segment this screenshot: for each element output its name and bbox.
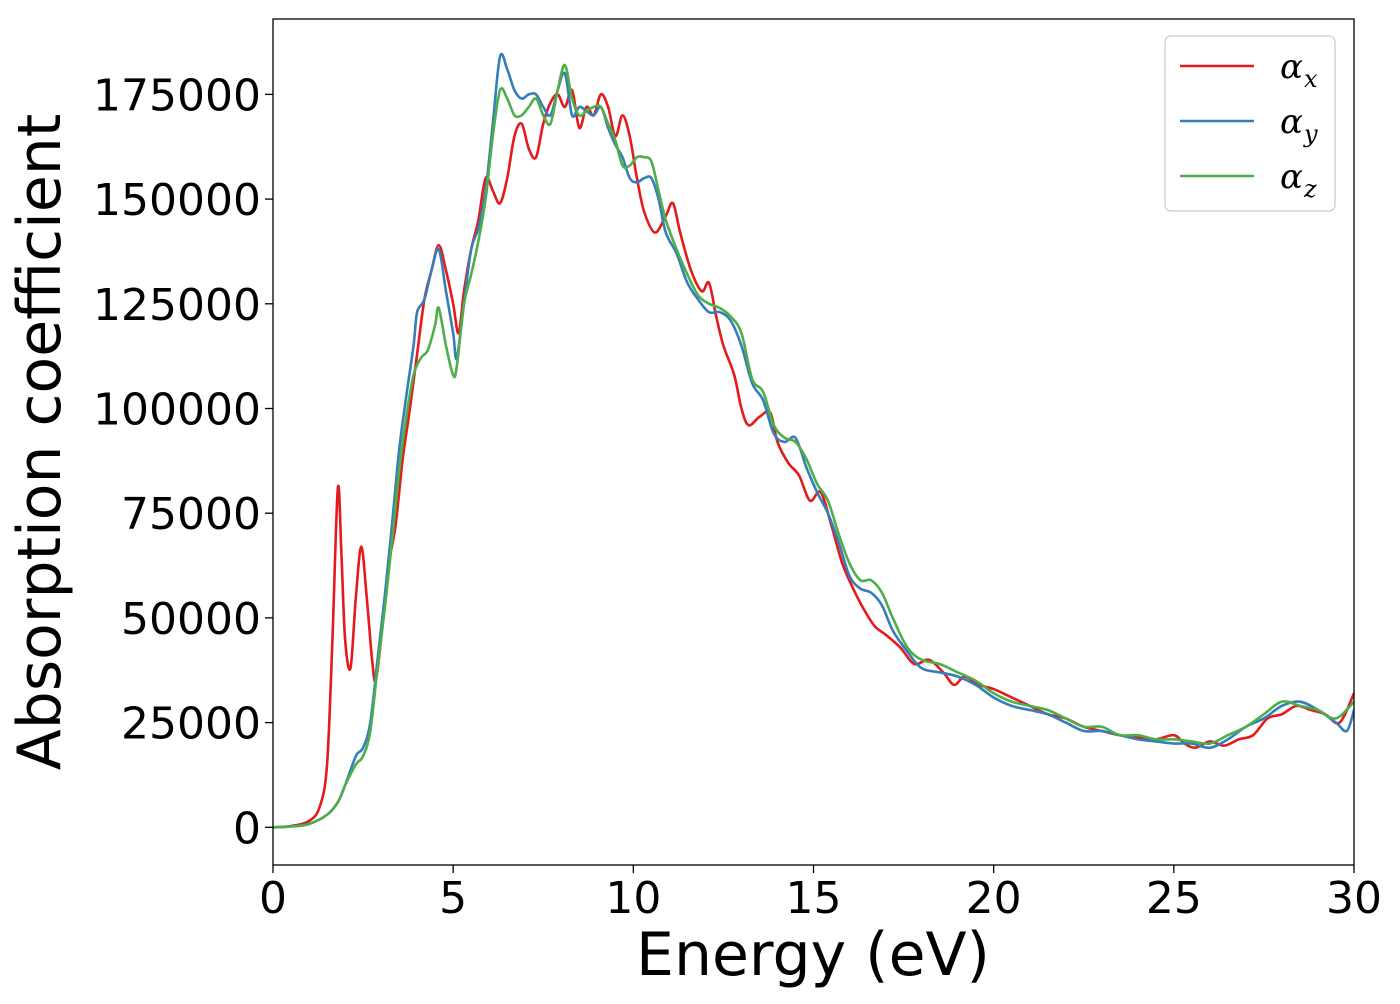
y-tick-label: 100000 [93,384,261,435]
x-tick-label: 15 [786,873,842,924]
y-tick-label: 75000 [121,489,261,540]
x-tick-label: 0 [259,873,287,924]
series-line-y [273,52,1354,829]
x-tick-label: 5 [439,873,467,924]
x-tick-label: 25 [1146,873,1202,924]
x-axis-label: Energy (eV) [636,920,990,990]
y-tick-label: 150000 [93,175,261,226]
x-axis-ticks: 0 5 10 15 20 25 30 [259,865,1382,924]
x-tick-label: 10 [605,873,661,924]
y-tick-label: 125000 [93,280,261,331]
y-tick-label: 175000 [93,70,261,121]
y-tick-label: 25000 [121,699,261,750]
y-axis-ticks: 0 25000 50000 75000 100000 125000 150000 175000 [93,70,273,854]
x-tick-label: 30 [1326,873,1382,924]
legend-box [1164,35,1336,212]
series-line-z [273,63,1354,829]
x-tick-label: 20 [966,873,1022,924]
y-axis-label: Absorption coefficient [5,114,75,771]
series-layer [273,52,1354,829]
y-tick-label: 0 [233,803,261,854]
y-tick-label: 50000 [121,594,261,645]
